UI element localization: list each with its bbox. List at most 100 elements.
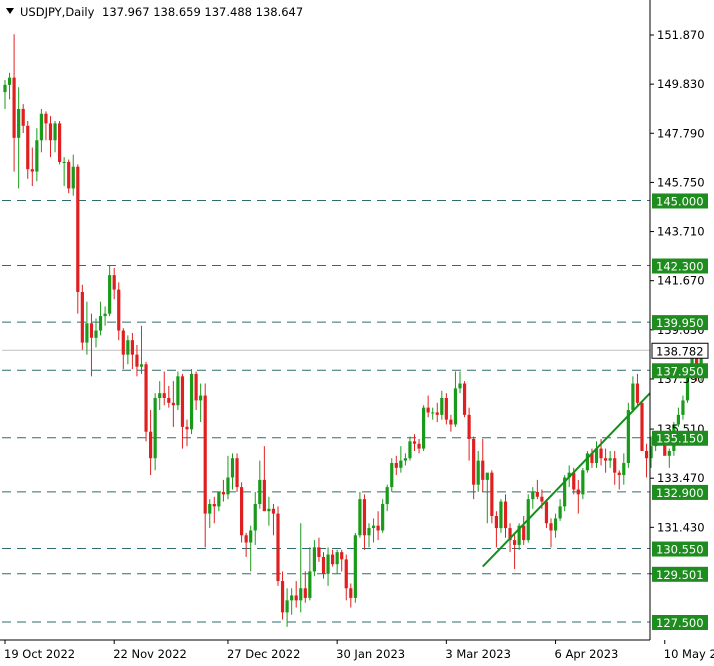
candle-body[interactable] xyxy=(194,373,198,401)
candle-body[interactable] xyxy=(462,383,467,415)
candle-body[interactable] xyxy=(335,552,339,565)
candle-body[interactable] xyxy=(617,472,621,476)
candle-body[interactable] xyxy=(321,556,326,574)
candle-body[interactable] xyxy=(139,364,144,367)
candle-body[interactable] xyxy=(299,588,303,601)
candle-body[interactable] xyxy=(80,292,84,343)
candle-body[interactable] xyxy=(494,516,498,529)
candle-body[interactable] xyxy=(212,503,216,507)
support-trendline[interactable] xyxy=(482,392,651,568)
candle-body[interactable] xyxy=(117,289,121,331)
candle-body[interactable] xyxy=(103,313,107,317)
candle-body[interactable] xyxy=(126,340,130,355)
candle-body[interactable] xyxy=(513,540,517,545)
candle-body[interactable] xyxy=(563,477,567,507)
candle-body[interactable] xyxy=(599,448,603,459)
candle-body[interactable] xyxy=(362,499,367,536)
candle-body[interactable] xyxy=(581,470,585,495)
candle-body[interactable] xyxy=(567,472,571,478)
candle-body[interactable] xyxy=(608,458,612,461)
candle-body[interactable] xyxy=(467,414,471,439)
candle-body[interactable] xyxy=(98,316,103,331)
candle-body[interactable] xyxy=(53,123,57,141)
candle-body[interactable] xyxy=(180,376,185,427)
candle-body[interactable] xyxy=(167,397,171,403)
candle-body[interactable] xyxy=(685,376,690,401)
candle-body[interactable] xyxy=(203,395,207,514)
candle-body[interactable] xyxy=(426,407,430,413)
candle-body[interactable] xyxy=(135,354,139,367)
candle-body[interactable] xyxy=(558,506,562,519)
candle-body[interactable] xyxy=(35,140,39,172)
candle-body[interactable] xyxy=(635,383,640,403)
candle-body[interactable] xyxy=(189,373,194,430)
candle-body[interactable] xyxy=(440,397,444,415)
candle-body[interactable] xyxy=(399,460,403,468)
candle-body[interactable] xyxy=(171,402,175,406)
candle-body[interactable] xyxy=(640,402,644,451)
candle-body[interactable] xyxy=(48,123,53,141)
candle-body[interactable] xyxy=(622,463,626,476)
candle-body[interactable] xyxy=(221,491,225,495)
candle-body[interactable] xyxy=(376,525,380,531)
candle-body[interactable] xyxy=(185,426,189,430)
candle-body[interactable] xyxy=(331,554,335,565)
candle-body[interactable] xyxy=(458,383,462,389)
candle-body[interactable] xyxy=(535,491,539,497)
candle-body[interactable] xyxy=(312,547,316,572)
candle-body[interactable] xyxy=(130,340,134,355)
candle-body[interactable] xyxy=(576,489,580,495)
candle-body[interactable] xyxy=(358,499,362,536)
candle-body[interactable] xyxy=(303,588,307,598)
triangle-down-icon[interactable] xyxy=(6,8,14,14)
candle-body[interactable] xyxy=(613,458,617,473)
candle-body[interactable] xyxy=(267,508,271,512)
candle-body[interactable] xyxy=(176,376,180,406)
candle-body[interactable] xyxy=(676,414,680,425)
candle-body[interactable] xyxy=(572,472,576,490)
level-label-box[interactable] xyxy=(652,258,708,274)
candle-body[interactable] xyxy=(62,161,66,163)
candle-body[interactable] xyxy=(199,395,203,401)
candle-body[interactable] xyxy=(403,458,407,461)
candle-body[interactable] xyxy=(585,453,589,471)
level-label-box[interactable] xyxy=(652,566,708,582)
candle-body[interactable] xyxy=(476,460,480,485)
level-label-box[interactable] xyxy=(652,430,708,446)
candle-body[interactable] xyxy=(108,275,112,314)
level-label-box[interactable] xyxy=(652,315,708,331)
candle-body[interactable] xyxy=(681,400,685,415)
candle-body[interactable] xyxy=(699,353,703,370)
candle-body[interactable] xyxy=(485,472,489,480)
candle-body[interactable] xyxy=(367,528,371,536)
candle-body[interactable] xyxy=(508,528,512,541)
candle-body[interactable] xyxy=(417,443,421,449)
candle-body[interactable] xyxy=(381,503,385,531)
candle-body[interactable] xyxy=(153,397,157,459)
candle-body[interactable] xyxy=(540,496,544,502)
candle-body[interactable] xyxy=(371,525,376,529)
candle-body[interactable] xyxy=(217,491,221,507)
candle-body[interactable] xyxy=(549,523,553,531)
candle-body[interactable] xyxy=(431,412,435,414)
candle-body[interactable] xyxy=(631,383,635,411)
candle-body[interactable] xyxy=(544,501,549,524)
candle-body[interactable] xyxy=(230,458,235,478)
candle-body[interactable] xyxy=(663,436,667,456)
candle-body[interactable] xyxy=(326,554,330,574)
candle-body[interactable] xyxy=(3,84,7,93)
candle-body[interactable] xyxy=(290,595,294,601)
level-label-box[interactable] xyxy=(652,193,708,209)
candle-body[interactable] xyxy=(208,503,212,514)
candle-body[interactable] xyxy=(444,397,448,420)
candle-body[interactable] xyxy=(604,458,608,461)
candle-body[interactable] xyxy=(667,450,671,456)
candle-body[interactable] xyxy=(94,330,98,338)
candle-body[interactable] xyxy=(71,166,75,189)
level-label-box[interactable] xyxy=(652,484,708,500)
candle-body[interactable] xyxy=(76,166,80,293)
candle-body[interactable] xyxy=(553,518,558,531)
candle-body[interactable] xyxy=(626,410,630,464)
candle-body[interactable] xyxy=(644,450,649,459)
